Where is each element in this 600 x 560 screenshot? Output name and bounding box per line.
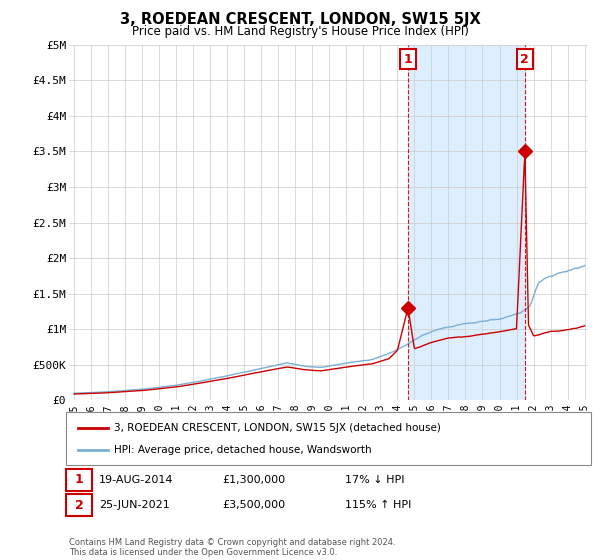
Text: 25-JUN-2021: 25-JUN-2021 [99,500,170,510]
Text: HPI: Average price, detached house, Wandsworth: HPI: Average price, detached house, Wand… [114,445,371,455]
Text: 2: 2 [520,53,529,66]
Text: 19-AUG-2014: 19-AUG-2014 [99,475,173,485]
Text: 3, ROEDEAN CRESCENT, LONDON, SW15 5JX (detached house): 3, ROEDEAN CRESCENT, LONDON, SW15 5JX (d… [114,423,441,433]
Text: 1: 1 [74,473,83,487]
Text: Contains HM Land Registry data © Crown copyright and database right 2024.
This d: Contains HM Land Registry data © Crown c… [69,538,395,557]
Text: £1,300,000: £1,300,000 [222,475,285,485]
Text: 115% ↑ HPI: 115% ↑ HPI [345,500,412,510]
Text: 1: 1 [404,53,412,66]
Text: Price paid vs. HM Land Registry's House Price Index (HPI): Price paid vs. HM Land Registry's House … [131,25,469,38]
Text: 2: 2 [74,498,83,512]
Text: £3,500,000: £3,500,000 [222,500,285,510]
Text: 3, ROEDEAN CRESCENT, LONDON, SW15 5JX: 3, ROEDEAN CRESCENT, LONDON, SW15 5JX [119,12,481,27]
Bar [408,45,525,400]
Text: 17% ↓ HPI: 17% ↓ HPI [345,475,404,485]
